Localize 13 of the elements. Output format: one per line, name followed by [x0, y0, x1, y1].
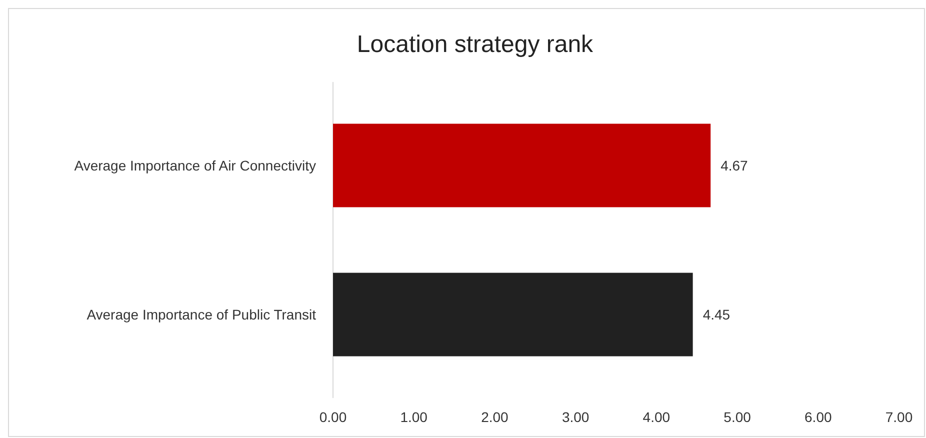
x-tick-label: 3.00	[562, 409, 590, 425]
x-tick-label: 7.00	[885, 409, 913, 425]
x-tick-label: 0.00	[319, 409, 347, 425]
chart-title: Location strategy rank	[356, 31, 594, 58]
y-tick-label: Average Importance of Air Connectivity	[74, 157, 316, 174]
data-label: 4.45	[702, 306, 730, 322]
x-tick-label: 5.00	[724, 409, 752, 425]
x-tick-label: 2.00	[481, 409, 509, 425]
x-tick-label: 4.00	[642, 409, 670, 425]
x-tick-label: 6.00	[804, 409, 832, 425]
x-tick-label: 1.00	[400, 409, 428, 425]
y-tick-label: Average Importance of Public Transit	[86, 306, 316, 322]
data-label: 4.67	[720, 157, 748, 174]
